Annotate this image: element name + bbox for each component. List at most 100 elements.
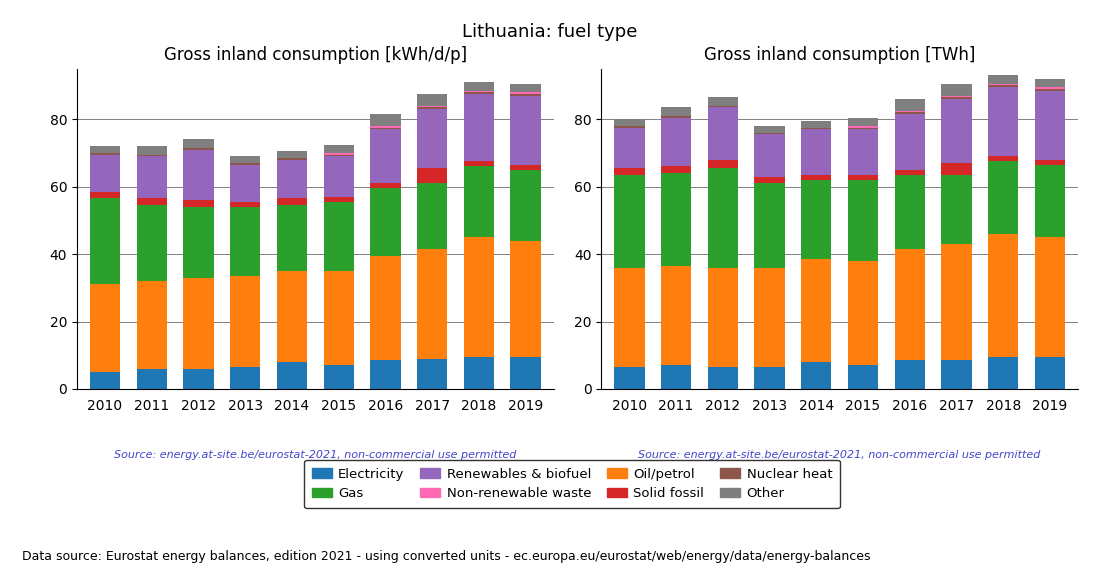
Bar xyxy=(323,202,354,271)
Bar xyxy=(230,202,261,207)
Bar xyxy=(417,109,448,168)
Bar xyxy=(464,90,494,92)
Bar xyxy=(417,108,448,109)
Bar xyxy=(277,160,307,198)
Bar xyxy=(894,175,925,249)
Bar xyxy=(90,284,120,372)
Bar xyxy=(136,281,167,369)
Bar xyxy=(614,367,645,389)
Bar xyxy=(707,367,738,389)
Title: Gross inland consumption [kWh/d/p]: Gross inland consumption [kWh/d/p] xyxy=(164,46,466,64)
Bar xyxy=(184,207,213,277)
Bar xyxy=(371,183,400,188)
Bar xyxy=(942,244,971,360)
Bar xyxy=(90,372,120,389)
Bar xyxy=(417,183,448,249)
Bar xyxy=(323,197,354,202)
Bar xyxy=(988,85,1019,87)
Bar xyxy=(707,106,738,108)
Bar xyxy=(323,145,354,153)
Bar xyxy=(942,96,971,97)
Bar xyxy=(988,234,1019,357)
Bar xyxy=(184,200,213,207)
Bar xyxy=(988,357,1019,389)
Bar xyxy=(184,148,213,149)
Bar xyxy=(942,99,971,163)
Bar xyxy=(848,180,878,261)
Bar xyxy=(417,94,448,106)
Bar xyxy=(184,369,213,389)
Bar xyxy=(230,276,261,367)
Bar xyxy=(848,261,878,366)
Bar xyxy=(755,367,784,389)
Bar xyxy=(371,256,400,360)
Bar xyxy=(801,362,832,389)
Bar xyxy=(136,154,167,156)
Bar xyxy=(136,156,167,198)
Bar xyxy=(1035,90,1065,160)
Bar xyxy=(371,129,400,183)
Bar xyxy=(510,241,541,357)
Bar xyxy=(801,121,832,128)
Bar xyxy=(230,207,261,276)
Bar xyxy=(323,153,354,154)
Bar xyxy=(942,360,971,389)
Bar xyxy=(894,113,925,114)
Bar xyxy=(184,277,213,369)
Bar xyxy=(230,156,261,163)
Bar xyxy=(371,188,400,256)
Bar xyxy=(510,170,541,241)
Bar xyxy=(894,170,925,175)
Bar xyxy=(894,99,925,111)
Bar xyxy=(614,268,645,367)
Bar xyxy=(801,129,832,175)
Bar xyxy=(801,180,832,259)
Bar xyxy=(417,168,448,183)
Bar xyxy=(942,163,971,175)
Bar xyxy=(661,108,691,116)
Bar xyxy=(90,198,120,284)
Bar xyxy=(323,156,354,197)
Bar xyxy=(755,177,784,183)
Bar xyxy=(755,134,784,177)
Bar xyxy=(464,82,494,90)
Bar xyxy=(801,128,832,129)
Bar xyxy=(614,128,645,168)
Bar xyxy=(184,149,213,200)
Bar xyxy=(277,271,307,362)
Bar xyxy=(230,165,261,202)
Bar xyxy=(942,97,971,99)
Bar xyxy=(136,146,167,154)
Bar xyxy=(894,360,925,389)
Bar xyxy=(988,156,1019,161)
Bar xyxy=(464,237,494,357)
Bar xyxy=(848,117,878,126)
Bar xyxy=(90,192,120,198)
Bar xyxy=(510,96,541,165)
Bar xyxy=(661,117,691,166)
Legend: Electricity, Gas, Renewables & biofuel, Non-renewable waste, Oil/petrol, Solid f: Electricity, Gas, Renewables & biofuel, … xyxy=(304,460,840,508)
Bar xyxy=(614,119,645,126)
Bar xyxy=(1035,357,1065,389)
Bar xyxy=(848,126,878,128)
Bar xyxy=(661,266,691,366)
Bar xyxy=(136,369,167,389)
Bar xyxy=(417,249,448,359)
Bar xyxy=(1035,89,1065,90)
Bar xyxy=(988,76,1019,84)
Bar xyxy=(755,268,784,367)
Bar xyxy=(755,133,784,134)
Bar xyxy=(464,357,494,389)
Text: Source: energy.at-site.be/eurostat-2021, non-commercial use permitted: Source: energy.at-site.be/eurostat-2021,… xyxy=(638,450,1041,460)
Bar xyxy=(614,168,645,175)
Bar xyxy=(661,166,691,173)
Bar xyxy=(1035,165,1065,237)
Bar xyxy=(371,360,400,389)
Bar xyxy=(510,92,541,94)
Bar xyxy=(848,128,878,129)
Bar xyxy=(848,366,878,389)
Bar xyxy=(755,126,784,133)
Bar xyxy=(894,249,925,360)
Bar xyxy=(707,108,738,160)
Text: Source: energy.at-site.be/eurostat-2021, non-commercial use permitted: Source: energy.at-site.be/eurostat-2021,… xyxy=(114,450,517,460)
